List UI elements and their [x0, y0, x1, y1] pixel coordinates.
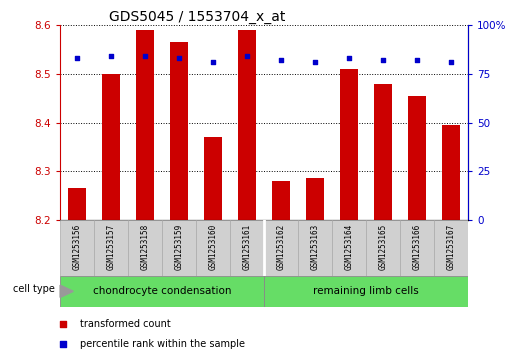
Text: GSM1253157: GSM1253157 — [107, 224, 116, 270]
Point — [277, 57, 286, 63]
Point — [379, 57, 388, 63]
Point — [377, 211, 385, 217]
Bar — [230, 220, 264, 276]
Bar — [128, 220, 162, 276]
Bar — [196, 220, 230, 276]
Bar — [68, 188, 86, 220]
Point — [243, 54, 252, 60]
Text: GSM1253159: GSM1253159 — [175, 224, 184, 270]
Bar — [94, 220, 128, 276]
Point — [377, 22, 385, 28]
Text: GSM1253156: GSM1253156 — [73, 224, 82, 270]
Bar — [306, 178, 324, 220]
Bar — [408, 96, 426, 220]
Bar — [238, 30, 256, 220]
Point — [141, 54, 150, 60]
Bar — [340, 69, 358, 220]
Text: GSM1253162: GSM1253162 — [277, 224, 286, 270]
Bar — [442, 125, 460, 220]
Text: chondrocyte condensation: chondrocyte condensation — [93, 286, 231, 296]
Bar — [264, 220, 298, 276]
Text: remaining limb cells: remaining limb cells — [313, 286, 419, 296]
Text: transformed count: transformed count — [79, 319, 170, 329]
Point — [73, 56, 82, 61]
Bar — [204, 137, 222, 220]
Bar — [332, 220, 366, 276]
Bar — [60, 276, 264, 307]
Point — [447, 60, 456, 65]
Bar — [264, 276, 468, 307]
Text: GSM1253158: GSM1253158 — [141, 224, 150, 270]
Point — [413, 57, 422, 63]
Bar — [102, 74, 120, 220]
Bar — [272, 181, 290, 220]
Point — [209, 60, 218, 65]
Text: cell type: cell type — [13, 285, 55, 294]
Text: GSM1253163: GSM1253163 — [311, 224, 320, 270]
Text: GSM1253164: GSM1253164 — [345, 224, 354, 270]
Bar — [400, 220, 434, 276]
Bar — [298, 220, 332, 276]
Bar — [366, 220, 400, 276]
Text: GSM1253160: GSM1253160 — [209, 224, 218, 270]
Point — [175, 56, 184, 61]
Point — [107, 54, 116, 60]
Bar — [136, 30, 154, 220]
Bar — [434, 220, 468, 276]
Bar — [170, 42, 188, 220]
Text: GSM1253167: GSM1253167 — [447, 224, 456, 270]
Bar — [162, 220, 196, 276]
Text: GSM1253161: GSM1253161 — [243, 224, 252, 270]
Text: GSM1253165: GSM1253165 — [379, 224, 388, 270]
Text: percentile rank within the sample: percentile rank within the sample — [79, 339, 245, 349]
Text: GDS5045 / 1553704_x_at: GDS5045 / 1553704_x_at — [109, 11, 286, 24]
Text: GSM1253166: GSM1253166 — [413, 224, 422, 270]
Bar — [374, 83, 392, 220]
Bar — [60, 220, 94, 276]
Point — [345, 56, 354, 61]
Point — [311, 60, 320, 65]
